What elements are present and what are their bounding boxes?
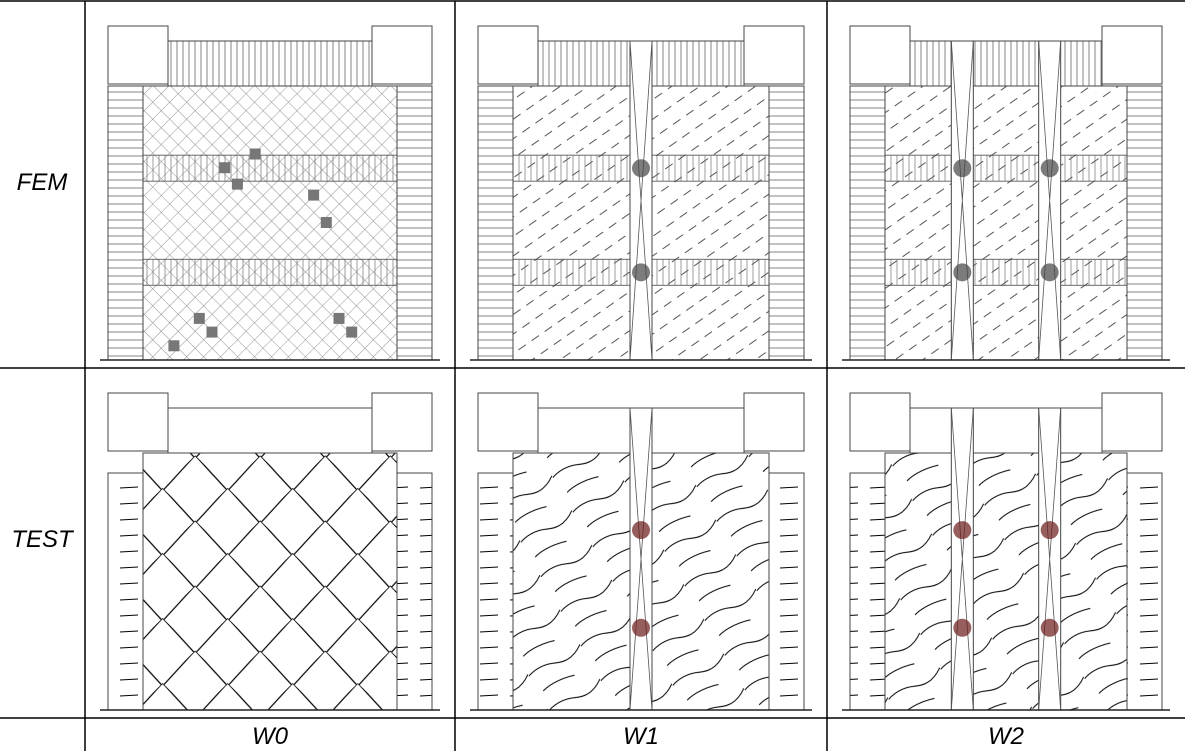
damage-cell — [168, 340, 179, 351]
crush-zone — [1041, 619, 1059, 637]
crush-zone — [953, 619, 971, 637]
figure-table: FEM TEST W0 W1 W2 — [0, 0, 1185, 751]
wall-pier — [478, 473, 513, 710]
wall-pier — [397, 86, 432, 360]
damage-cell — [308, 190, 319, 201]
wall-pier — [397, 473, 432, 710]
figure: FEM TEST W0 W1 W2 — [0, 0, 1185, 751]
crush-zone — [953, 159, 971, 177]
coupling-beam — [910, 41, 1102, 86]
loading-block — [108, 26, 168, 84]
coupling-beam — [168, 41, 372, 86]
loading-block — [1102, 26, 1162, 84]
crush-zone — [953, 263, 971, 281]
wall-pier — [1127, 86, 1162, 360]
loading-block — [744, 393, 804, 451]
damage-cell — [334, 313, 345, 324]
damage-cell — [232, 179, 243, 190]
damage-cell — [250, 149, 261, 160]
loading-block — [478, 393, 538, 451]
floor-band — [143, 259, 397, 285]
floor-band — [885, 155, 1127, 181]
loading-block — [108, 393, 168, 451]
crush-zone — [1041, 521, 1059, 539]
loading-block — [372, 393, 432, 451]
wall-pier — [1127, 473, 1162, 710]
column-label: W0 — [252, 723, 289, 750]
wall-web — [885, 86, 1127, 360]
row-label: FEM — [17, 169, 68, 196]
coupling-beam — [168, 408, 372, 453]
loading-block — [850, 26, 910, 84]
crush-zone — [632, 263, 650, 281]
crush-zone — [632, 521, 650, 539]
wall-pier — [769, 473, 804, 710]
coupling-beam — [910, 408, 1102, 453]
loading-block — [372, 26, 432, 84]
row-label: TEST — [11, 526, 75, 553]
column-label: W1 — [623, 723, 659, 750]
wall-pier — [850, 86, 885, 360]
floor-band — [143, 155, 397, 181]
loading-block — [850, 393, 910, 451]
wall-pier — [769, 86, 804, 360]
loading-block — [478, 26, 538, 84]
wall-web — [143, 86, 397, 360]
column-label: W2 — [988, 723, 1024, 750]
wall-pier — [850, 473, 885, 710]
damage-cell — [207, 327, 218, 338]
wall-web — [885, 453, 1127, 710]
damage-cell — [346, 327, 357, 338]
loading-block — [744, 26, 804, 84]
crush-zone — [953, 521, 971, 539]
wall-pier — [108, 473, 143, 710]
crush-zone — [1041, 159, 1059, 177]
damage-cell — [219, 162, 230, 173]
crush-zone — [632, 619, 650, 637]
damage-cell — [321, 217, 332, 228]
crush-zone — [1041, 263, 1059, 281]
damage-cell — [194, 313, 205, 324]
wall-web — [143, 453, 397, 710]
crush-zone — [632, 159, 650, 177]
wall-pier — [478, 86, 513, 360]
wall-pier — [108, 86, 143, 360]
floor-band — [885, 259, 1127, 285]
loading-block — [1102, 393, 1162, 451]
